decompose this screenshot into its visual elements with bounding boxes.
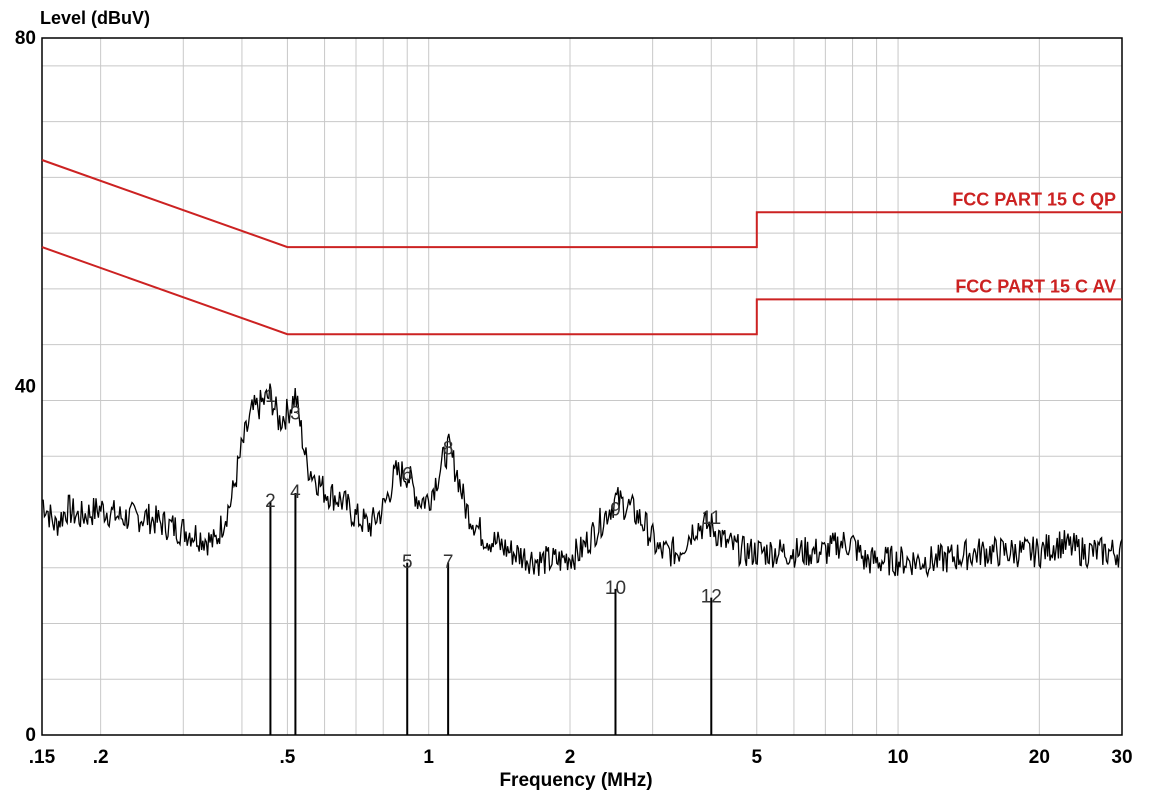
marker-label-1: 1 <box>265 386 276 407</box>
marker-label-12: 12 <box>701 587 722 608</box>
marker-label-8: 8 <box>443 438 454 459</box>
marker-label-4: 4 <box>290 482 301 503</box>
limit-label: FCC PART 15 C QP <box>952 189 1116 209</box>
x-tick-label: 20 <box>1029 747 1050 768</box>
x-tick-label: 30 <box>1111 747 1132 768</box>
limit-label: FCC PART 15 C AV <box>955 276 1116 296</box>
x-tick-label: .15 <box>29 747 56 768</box>
y-tick-label: 40 <box>15 377 36 398</box>
y-tick-label: 0 <box>25 725 36 746</box>
plot-frame <box>41 37 1123 736</box>
marker-label-6: 6 <box>402 465 413 486</box>
marker-label-3: 3 <box>290 404 301 425</box>
x-tick-label: 2 <box>565 747 576 768</box>
limit-line-qp <box>41 159 1122 249</box>
marker-label-2: 2 <box>265 491 276 512</box>
marker-label-5: 5 <box>402 552 413 573</box>
marker-label-10: 10 <box>605 578 626 599</box>
marker-label-11: 11 <box>701 508 721 529</box>
x-tick-label: 1 <box>423 747 434 768</box>
x-axis-label: Frequency (MHz) <box>499 770 653 791</box>
marker-label-9: 9 <box>610 499 621 520</box>
grid <box>42 38 1123 736</box>
y-axis-label: Level (dBuV) <box>40 8 151 28</box>
limit-line-av <box>41 246 1122 336</box>
x-tick-label: .5 <box>279 747 295 768</box>
marker-label-7: 7 <box>443 552 454 573</box>
x-tick-label: 10 <box>887 747 908 768</box>
x-tick-label: 5 <box>751 747 762 768</box>
y-tick-label: 80 <box>15 28 36 49</box>
x-tick-label: .2 <box>93 747 109 768</box>
measurement-trace <box>41 383 1123 579</box>
